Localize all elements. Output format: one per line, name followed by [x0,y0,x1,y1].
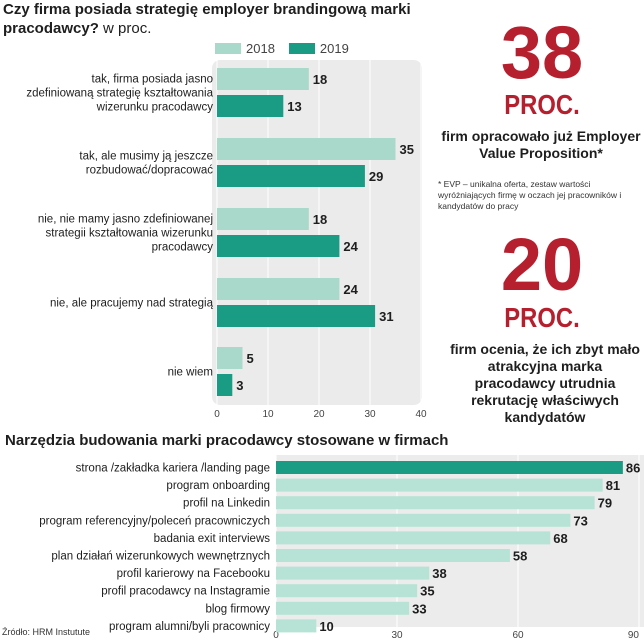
chart2-bar [276,531,551,545]
stat2-unit: PROC. [504,302,580,333]
chart1-category-label: nie wiem [168,367,213,379]
chart2-category-label: strona /zakładka kariera /landing page [76,463,270,475]
chart1-bar-2019 [217,165,365,187]
chart1-data-label: 31 [379,309,393,324]
chart2-title: Narzędzia budowania marki pracodawcy sto… [5,432,449,449]
chart1-x-tick: 10 [262,409,274,420]
chart1-data-label: 13 [287,99,301,114]
chart2-x-tick: 60 [512,630,524,640]
legend-swatch-2019 [288,43,315,54]
stat1-number: 38 [500,11,584,94]
source-note: Źródło: HRM Instutute [2,627,91,637]
chart2-data-label: 81 [606,478,620,493]
chart2-bar [276,549,510,562]
chart2-bar [276,496,595,510]
chart1-data-label: 29 [369,169,383,184]
chart2-data-label: 68 [553,531,567,546]
chart1-data-label: 35 [400,142,414,157]
chart1-title-text: Czy firma posiada strategię employer bra… [3,1,411,37]
chart1-category-label: wizerunku pracodawcy [96,102,214,114]
chart2-data-label: 38 [432,566,446,581]
chart2-bar [276,619,317,633]
legend-label-2018: 2018 [246,41,275,56]
chart2-category-label: program onboarding [166,480,270,492]
stat2-number: 20 [500,223,584,306]
chart1-category-label: nie, ale pracujemy nad strategią [50,298,214,310]
chart2-data-label: 33 [412,601,426,616]
legend-swatch-2018 [215,43,241,54]
chart2-bar [276,513,571,527]
chart1-x-tick: 20 [313,409,325,420]
chart2-bar [276,478,603,492]
chart2-data-label: 79 [598,496,612,511]
chart2-x-tick: 30 [391,630,403,640]
chart2-bar [276,566,430,580]
chart1-bar-2019 [217,95,284,117]
chart1-bar-2018 [217,278,340,300]
chart1-x-tick: 0 [214,409,220,420]
chart2-category-label: blog firmowy [205,603,270,615]
chart2-x-tick: 90 [628,630,640,640]
chart1-title: Czy firma posiada strategię employer bra… [3,0,473,38]
stat2-text: firm ocenia, że ich zbyt mało atrakcyjna… [450,341,640,425]
chart1-bar-2019 [217,374,233,396]
chart1-data-label: 24 [343,239,358,254]
chart1-category-label: pracodawcy [152,242,214,254]
chart1-data-label: 18 [313,212,327,227]
chart2-x-tick: 0 [273,630,279,640]
chart1-data-label: 18 [313,72,327,87]
chart1-bar-2018 [217,208,309,230]
chart1-bar-2019 [217,235,340,257]
stat1-text: firm opracowało już Employer Value Propo… [441,128,641,161]
stat1-unit: PROC. [504,89,580,120]
chart1-bar-2018 [217,138,396,160]
chart2-category-label: profil pracodawcy na Instagramie [101,586,270,598]
chart1-category-label: nie, nie mamy jasno zdefiniowanej [38,214,213,226]
chart1-x-tick: 30 [364,409,376,420]
chart1-bar-2018 [217,68,309,90]
chart2-bar [276,461,623,474]
chart1-bar-2019 [217,305,376,327]
chart1-bar-2018 [217,347,243,369]
chart2-category-label: plan działań wizerunkowych wewnętrznych [51,551,270,563]
chart2-category-label: badania exit interviews [154,533,271,545]
chart2-data-label: 86 [626,461,640,476]
chart2-data-label: 10 [319,619,333,634]
chart1-legend: 2018 2019 [215,41,363,56]
chart2-bar [276,601,410,615]
stat1-note: * EVP – unikalna oferta, zestaw wartości… [438,179,622,211]
chart1-data-label: 5 [247,351,254,366]
chart2-data-label: 58 [513,549,527,564]
chart1-category-label: tak, ale musimy ją jeszcze [79,151,213,163]
chart2-category-label: program alumni/byli pracownicy [109,621,270,633]
legend-label-2019: 2019 [319,41,349,56]
chart1-category-label: tak, firma posiada jasno [92,74,213,86]
chart1-data-label: 3 [236,378,243,393]
chart2-category-label: program referencyjny/poleceń pracowniczy… [39,515,270,527]
chart2-category-label: profil karierowy na Facebooku [117,568,270,580]
chart1-unit: w proc. [103,20,152,37]
chart1-data-label: 24 [343,282,358,297]
chart1-category-label: zdefiniowaną strategię kształtowania [26,88,213,100]
chart2-category-label: profil na Linkedin [183,498,270,510]
chart2-bar [276,584,418,598]
chart2-data-label: 73 [573,513,587,528]
chart1-category-label: rozbudować/dopracować [86,165,213,177]
chart1-category-label: strategii kształtowania wizerunku [46,228,213,240]
chart1-x-tick: 40 [415,409,427,420]
chart2-data-label: 35 [420,584,434,599]
